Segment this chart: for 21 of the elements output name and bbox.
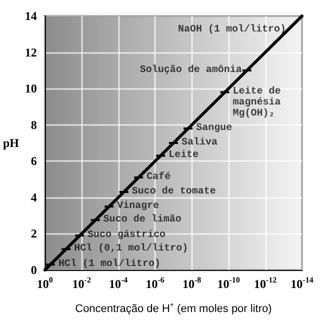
y-tick-label: 6 xyxy=(30,154,37,168)
y-tick-label: 2 xyxy=(30,226,37,241)
annotation: Vinagre xyxy=(117,200,160,212)
annotation: NaOH (1 mol/litro) xyxy=(178,24,286,36)
annotation: Saliva xyxy=(181,136,218,148)
annotation: HCl (1 mol/litro) xyxy=(58,258,160,270)
y-tick-label: 12 xyxy=(24,45,37,60)
y-tick-label: 0 xyxy=(30,263,37,277)
annotation: Sangue xyxy=(196,122,232,134)
y-tick-label: 4 xyxy=(30,190,37,204)
annotation: Leite de magnésia Mg(OH)₂ xyxy=(232,86,281,120)
annotation: Café xyxy=(146,170,171,183)
annotation: Leite xyxy=(168,149,199,162)
y-tick-label: 8 xyxy=(30,118,37,132)
annotation: Solução de amônia xyxy=(140,64,242,76)
annotation: Suco de limão xyxy=(103,214,182,226)
annotation: Suco gástrico xyxy=(88,229,166,242)
annotation: Suco de tomate xyxy=(132,185,216,198)
y-axis-title: pH xyxy=(2,136,20,150)
y-tick-label: 10 xyxy=(24,82,37,96)
y-tick-label: 14 xyxy=(24,9,37,23)
